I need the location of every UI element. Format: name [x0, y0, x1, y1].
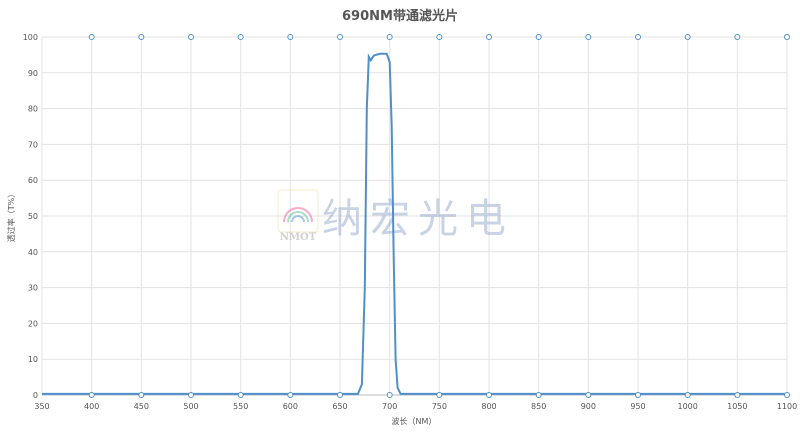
x-tick-label: 850	[531, 402, 546, 411]
marker	[88, 392, 95, 398]
marker	[287, 392, 294, 398]
marker	[535, 34, 542, 40]
y-tick-label: 40	[28, 248, 38, 257]
chart-title: 690NM带通滤光片	[342, 8, 458, 24]
marker	[784, 34, 790, 40]
watermark-text: 纳宏光电	[322, 196, 514, 242]
x-tick-label: 700	[382, 402, 397, 411]
y-tick-label: 0	[33, 391, 38, 400]
x-tick-label: 400	[84, 402, 99, 411]
marker	[237, 34, 244, 40]
marker	[138, 392, 145, 398]
y-tick-label: 60	[28, 176, 38, 185]
marker	[784, 392, 790, 398]
marker	[486, 34, 492, 40]
marker	[585, 34, 592, 40]
marker	[188, 34, 194, 40]
y-tick-label: 100	[23, 33, 38, 42]
marker	[287, 34, 294, 40]
marker	[684, 392, 691, 398]
x-tick-label: 1050	[727, 402, 747, 411]
marker	[188, 392, 194, 398]
x-tick-label: 600	[283, 402, 298, 411]
y-axis-label: 透过率（T%）	[6, 190, 16, 243]
y-tick-label: 10	[28, 355, 38, 364]
x-tick-label: 950	[630, 402, 645, 411]
x-tick-label: 650	[332, 402, 347, 411]
marker	[337, 392, 343, 398]
y-tick-label: 20	[28, 319, 38, 328]
x-tick-label: 450	[134, 402, 149, 411]
y-tick-label: 70	[28, 140, 38, 149]
watermark-logo: NMOT	[280, 232, 317, 243]
marker	[138, 34, 145, 40]
x-tick-label: 1100	[777, 402, 797, 411]
x-tick-label: 750	[432, 402, 447, 411]
marker	[386, 34, 393, 40]
marker	[436, 34, 443, 40]
marker	[585, 392, 592, 398]
marker	[88, 34, 95, 40]
marker	[486, 392, 492, 398]
x-tick-label: 800	[481, 402, 496, 411]
marker	[337, 34, 343, 40]
x-tick-label: 550	[233, 402, 248, 411]
marker	[635, 34, 641, 40]
x-tick-label: 1000	[677, 402, 697, 411]
y-tick-label: 50	[28, 212, 38, 221]
series-line	[42, 52, 787, 395]
y-tick-label: 90	[28, 69, 38, 78]
marker	[734, 34, 741, 40]
watermark: NMOT 纳宏光电	[277, 189, 514, 243]
x-tick-label: 900	[581, 402, 596, 411]
x-axis-label: 波长（NM）	[392, 416, 437, 426]
marker	[237, 392, 244, 398]
marker	[535, 392, 542, 398]
y-tick-label: 30	[28, 284, 38, 293]
marker	[734, 392, 741, 398]
marker	[684, 34, 691, 40]
marker	[635, 392, 641, 398]
marker	[386, 392, 393, 398]
x-tick-label: 500	[183, 402, 198, 411]
x-tick-label: 350	[34, 402, 49, 411]
marker	[436, 392, 443, 398]
y-tick-label: 80	[28, 105, 38, 114]
